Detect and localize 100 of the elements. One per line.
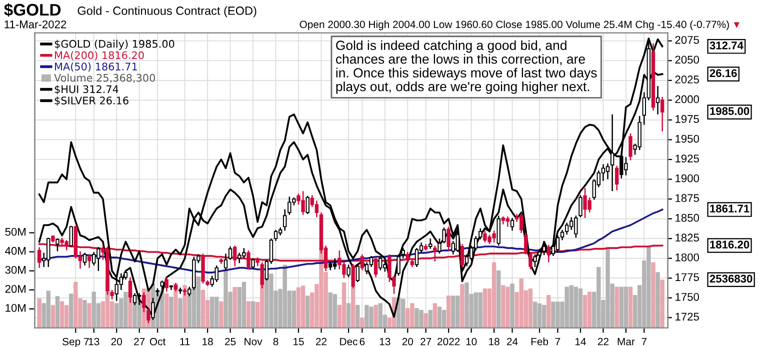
bar [60,301,64,328]
y-tick-label: 1975 [676,115,699,123]
candlestick [164,276,168,292]
candlestick [446,226,450,252]
y-tick-label: 2000 [675,95,700,104]
x-tick-label: 20 [111,338,122,346]
candlestick [564,222,569,236]
candlestick [306,195,310,215]
candlestick [37,246,42,268]
bar [37,298,42,328]
bar [510,284,514,328]
text: Open 2000.30 High 2004.00 Low 1960.60 Close 1985.00 Volume 25.4M Chg -15.40 (-0.77%) [300,20,729,30]
x-tick-label: 13 [380,338,390,346]
candlestick [478,228,482,240]
bar [50,305,56,328]
legend-label: MA(50) 1861.71 [55,62,137,72]
bar [496,270,501,328]
y2-tick-label: 10M [6,304,26,312]
legend-label: $GOLD (Daily) 1985.00 [54,40,174,50]
text: ▼ [734,22,740,28]
bar [169,296,174,328]
x-tick-label: 15 [294,338,304,346]
text: 2536830 [710,274,752,283]
x-tick-label: 8 [273,338,278,346]
candlestick [251,258,255,270]
candlestick [369,255,374,268]
bar [578,288,583,328]
candlestick [656,85,660,116]
bar [55,296,60,328]
y-tick-label: 1900 [676,174,700,182]
y-tick-label: 1725 [676,312,699,321]
candlestick [660,96,664,132]
bar [428,310,432,328]
candlestick [346,264,350,278]
y-tick-label: 2050 [675,56,700,64]
candlestick [606,162,610,180]
bar [446,296,451,328]
bar [614,286,619,328]
candlestick [614,165,619,191]
x-tick-label: 18 [202,338,213,346]
candlestick [506,216,510,228]
candlestick [533,254,537,268]
chart-subtitle: Gold - Continuous Contract (EOD) [78,6,256,18]
bar [574,286,578,328]
bar [200,290,206,328]
candlestick [519,212,524,234]
x-tick-label: 22 [598,338,608,346]
y-tick-label: 1875 [676,194,699,202]
bar [219,301,224,328]
y-tick-label: 1775 [676,273,699,282]
x-tick-label: Nov [244,338,262,346]
text: 11-Mar-2022 [4,20,66,28]
x-tick-label: 13 [88,338,100,346]
bar [582,294,588,328]
bar [182,285,187,328]
y2-tick-label: 40M [5,246,26,255]
x-tick-label: 11 [180,338,190,346]
chart-title: $GOLD [4,3,61,17]
candlestick [401,247,405,259]
text: 26.16 [710,69,737,78]
bar [628,286,633,328]
bar [292,290,296,328]
candlestick [356,263,360,283]
bar [374,304,378,328]
x-tick-label: 7 [642,338,647,346]
y-tick-label: 1825 [676,234,699,242]
bar [178,298,182,328]
candlestick [110,289,114,300]
candlestick [274,229,278,242]
candlestick [428,238,432,250]
x-tick-label: 20 [402,338,414,346]
bar [460,284,464,328]
x-tick-label: 25 [225,338,236,346]
x-tick-label: 18 [489,338,500,346]
x-tick-label: 24 [506,338,518,346]
bar [87,303,92,328]
candlestick [182,288,187,296]
bar [442,310,446,328]
candlestick [224,252,228,271]
candlestick [396,254,400,276]
x-tick-label: Oct [150,338,166,346]
x-tick-label: 10 [466,338,477,346]
candlestick [578,194,582,218]
candlestick [610,114,614,192]
bar [656,272,660,328]
x-tick-label: 27 [134,338,145,346]
bar [69,294,74,328]
y2-tick-label: 20M [5,284,26,293]
x-tick-label: 7 [555,338,560,346]
bar [482,288,488,328]
candlestick [538,248,542,259]
bar [432,303,438,328]
bar [587,292,592,328]
bar [296,287,301,328]
legend-label: $SILVER 26.16 [54,96,128,106]
candlestick [178,286,182,295]
bar [437,306,442,328]
bar [660,280,664,328]
y-tick-label: 2025 [675,76,699,84]
legend-label: Volume 25,368,300 [54,74,156,83]
